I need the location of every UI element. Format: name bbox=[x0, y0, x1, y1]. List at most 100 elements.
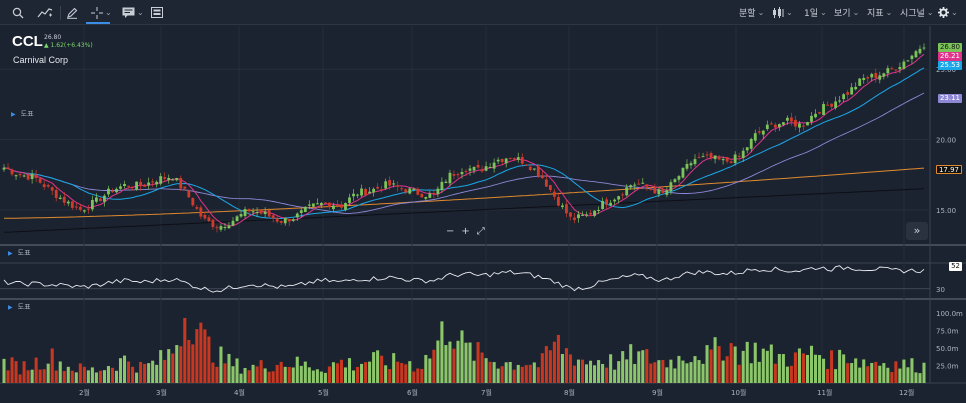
volume-bar bbox=[548, 350, 552, 383]
volume-bar bbox=[339, 359, 343, 383]
candle-body bbox=[484, 166, 488, 171]
volume-bar bbox=[556, 334, 560, 383]
settings-menu[interactable]: ⌄ bbox=[938, 0, 958, 25]
volume-bar bbox=[886, 367, 890, 383]
candle-body bbox=[111, 190, 114, 193]
candle-body bbox=[641, 182, 645, 184]
zoom-in-button[interactable]: + bbox=[461, 226, 470, 237]
candle-body bbox=[713, 155, 717, 160]
candle-body bbox=[123, 183, 126, 187]
price-badge-ma-200: 17.97 bbox=[935, 165, 962, 174]
candle-body bbox=[416, 188, 420, 195]
scroll-to-latest-button[interactable]: » bbox=[906, 222, 928, 240]
candle-body bbox=[364, 189, 367, 196]
interval-menu[interactable]: 1일 ⌄ bbox=[804, 0, 827, 25]
volume-bar bbox=[98, 370, 102, 383]
crosshair-icon[interactable]: ⌄ bbox=[91, 0, 112, 25]
compare-chart-icon[interactable] bbox=[37, 0, 53, 25]
volume-bar bbox=[143, 363, 147, 383]
candle-body bbox=[914, 51, 918, 58]
volume-bar bbox=[492, 362, 496, 383]
candle-body bbox=[251, 211, 255, 213]
price-change: ▲ 1.62(+6.43%) bbox=[44, 42, 93, 49]
volume-bar bbox=[255, 366, 259, 383]
volume-bar bbox=[78, 363, 82, 383]
candle-body bbox=[460, 171, 464, 175]
candle-body bbox=[693, 159, 697, 165]
chevron-down-icon: ⌄ bbox=[852, 8, 860, 17]
candle-body bbox=[2, 167, 6, 170]
candle-body bbox=[135, 181, 138, 190]
volume-bar bbox=[444, 345, 448, 383]
search-icon[interactable] bbox=[12, 0, 24, 25]
osc-pane-toggle[interactable]: ▶ 도표 bbox=[8, 248, 31, 258]
candle-body bbox=[882, 73, 886, 77]
candle-body bbox=[721, 159, 725, 161]
split-menu[interactable]: 분할 ⌄ bbox=[739, 0, 764, 25]
price-badge-ma-long: 23.11 bbox=[937, 94, 962, 103]
volume-bar bbox=[191, 344, 195, 383]
candle-body bbox=[661, 189, 665, 193]
volume-bar bbox=[307, 367, 311, 383]
volume-bar bbox=[793, 352, 797, 383]
volume-bar bbox=[291, 367, 295, 383]
volume-bar bbox=[372, 352, 376, 383]
signals-menu[interactable]: 시그널 ⌄ bbox=[900, 0, 934, 25]
volume-bar bbox=[745, 341, 749, 383]
candle-body bbox=[544, 179, 548, 187]
symbol-ticker[interactable]: CCL bbox=[12, 33, 43, 50]
candlestick-icon bbox=[773, 6, 784, 18]
volume-bar bbox=[532, 362, 536, 383]
candle-body bbox=[299, 210, 303, 213]
volume-bar bbox=[757, 361, 761, 383]
volume-bar bbox=[114, 370, 119, 383]
split-label: 분할 bbox=[739, 9, 756, 19]
candle-body bbox=[749, 138, 753, 149]
volume-bar bbox=[633, 363, 637, 383]
volume-bar bbox=[725, 356, 729, 383]
candle-body bbox=[99, 198, 102, 202]
fit-screen-button[interactable]: ⤢ bbox=[476, 226, 485, 237]
candle-body bbox=[107, 188, 110, 195]
month-tick-label: 9월 bbox=[652, 388, 663, 397]
volume-bar bbox=[468, 342, 472, 383]
volume-bar bbox=[311, 370, 315, 383]
volume-bar bbox=[906, 367, 910, 383]
candle-body bbox=[440, 181, 444, 191]
volume-bar bbox=[90, 367, 94, 383]
play-icon: ▶ bbox=[8, 303, 13, 311]
volume-bar bbox=[580, 359, 585, 383]
comment-icon[interactable]: ⌄ bbox=[122, 0, 144, 25]
indicators-menu[interactable]: 지표 ⌄ bbox=[867, 0, 892, 25]
candle-body bbox=[806, 122, 809, 126]
volume-pane-toggle[interactable]: ▶ 도표 bbox=[8, 302, 31, 312]
zoom-out-button[interactable]: − bbox=[446, 226, 455, 237]
ma-long-line bbox=[3, 92, 925, 214]
candle-body bbox=[215, 227, 219, 229]
main-pane-toggle[interactable]: ▶ 도표 bbox=[11, 109, 34, 119]
candle-body bbox=[10, 169, 14, 175]
candle-body bbox=[38, 178, 42, 183]
volume-bar bbox=[862, 359, 866, 383]
candle-body bbox=[496, 159, 500, 162]
volume-bar bbox=[488, 361, 492, 383]
volume-bar bbox=[713, 337, 717, 383]
candle-body bbox=[645, 184, 649, 187]
month-tick-label: 11월 bbox=[817, 388, 832, 397]
candle-body bbox=[155, 181, 159, 185]
draw-pencil-icon[interactable] bbox=[66, 0, 78, 25]
volume-bar bbox=[106, 366, 110, 383]
volume-bar bbox=[785, 366, 789, 383]
candle-body bbox=[356, 194, 359, 196]
candle-body bbox=[195, 207, 199, 209]
volume-bar bbox=[645, 349, 649, 383]
layout-icon[interactable] bbox=[151, 0, 163, 25]
view-menu[interactable]: 보기 ⌄ bbox=[834, 0, 859, 25]
month-tick-label: 6월 bbox=[407, 388, 418, 397]
candle-body bbox=[22, 175, 26, 177]
candle-body bbox=[400, 188, 404, 190]
volume-bar bbox=[380, 355, 384, 383]
active-tool-indicator bbox=[86, 22, 110, 24]
candle-type-menu[interactable]: ⌄ bbox=[772, 0, 793, 25]
